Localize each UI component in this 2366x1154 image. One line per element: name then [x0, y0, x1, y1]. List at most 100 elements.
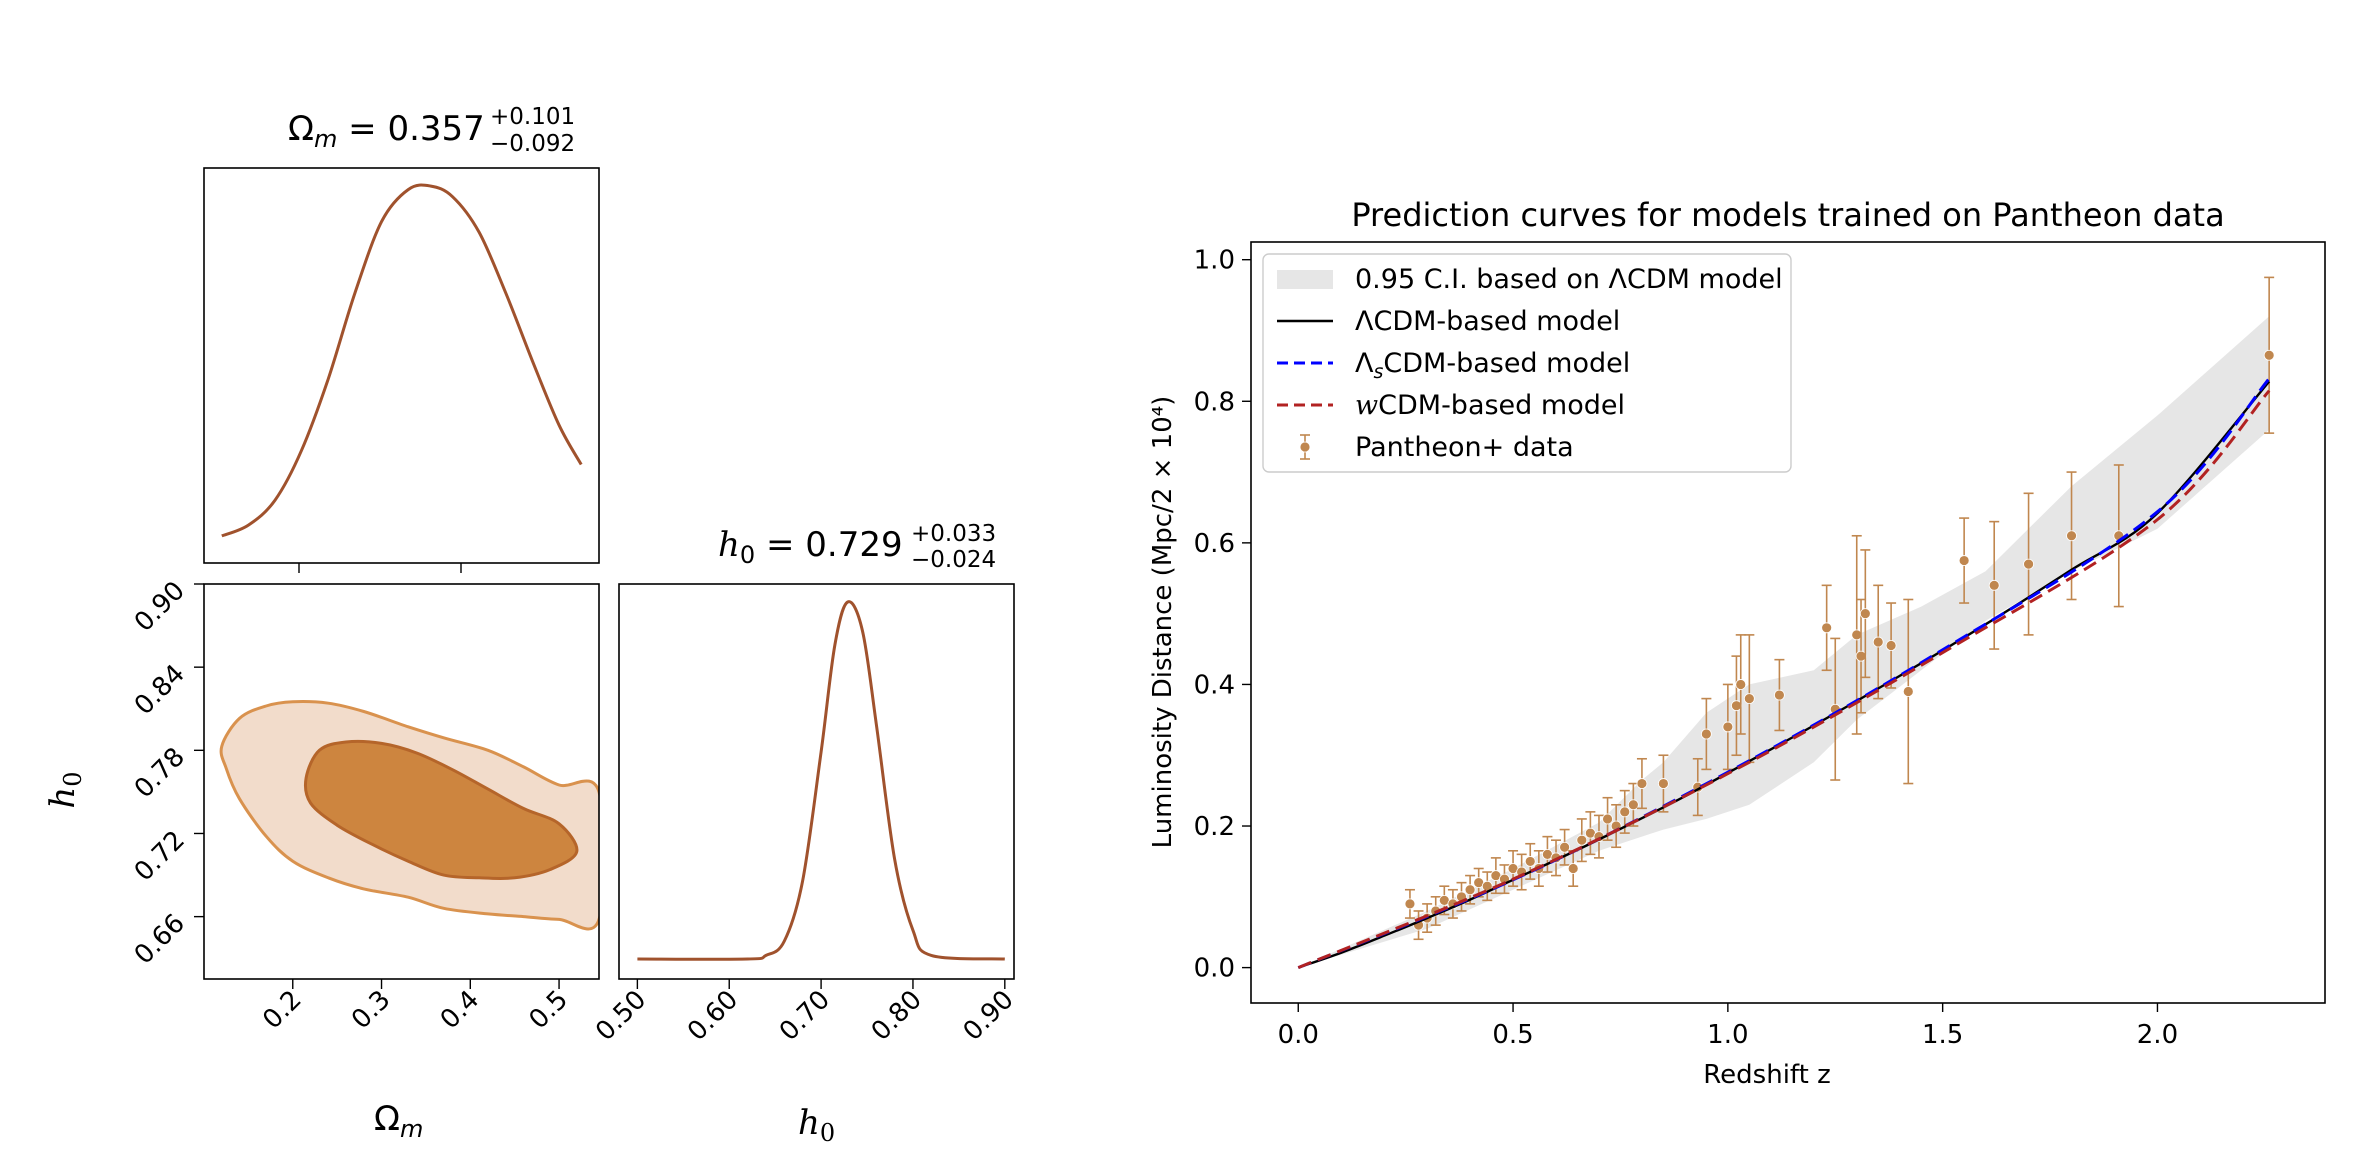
data-point — [1700, 697, 1712, 771]
legend-box — [1262, 253, 1792, 473]
h0-title-symbol: h — [718, 525, 740, 565]
legend-errorbar-swatch — [1299, 434, 1311, 460]
chart-title: Prediction curves for models trained on … — [1351, 196, 2224, 234]
data-point — [1499, 864, 1510, 895]
data-point — [1567, 849, 1579, 887]
omega-m-marginal-curve — [221, 183, 583, 538]
x-tick-label: 0.3 — [346, 985, 396, 1035]
omega-x-axis-label: Ωm — [374, 1099, 423, 1143]
data-point — [1821, 584, 1833, 672]
h0-x-subscript: 0 — [820, 1119, 835, 1147]
luminosity-distance-chart: Prediction curves for models trained on … — [1148, 196, 2326, 1090]
x-tick-label: 0.80 — [866, 985, 928, 1047]
omega-minus-error: −0.092 — [490, 131, 575, 157]
data-point — [2023, 492, 2034, 636]
model-curves — [1297, 377, 2271, 969]
legend-entry: Pantheon+ data — [1299, 432, 1574, 463]
y-tick-label: 0.72 — [129, 825, 191, 887]
legend-label: ΛCDM-based model — [1355, 306, 1620, 337]
data-point — [1658, 754, 1669, 813]
y-tick-label: 0.4 — [1194, 670, 1235, 700]
chart-legend: 0.95 C.I. based on ΛCDM model ΛCDM-based … — [1262, 253, 1792, 473]
data-point — [1627, 782, 1639, 827]
h0-y-symbol: h — [43, 787, 83, 809]
omega-m-marginal-panel: Ωm = 0.357 +0.101 −0.092 — [203, 104, 600, 573]
omega-x-subscript: m — [400, 1115, 423, 1143]
omega-subscript: m — [314, 125, 337, 153]
h0-x-axis-label: h0 — [798, 1103, 835, 1147]
x-tick-label: 0.0 — [1278, 1020, 1319, 1050]
x-axis-label: Redshift z — [1703, 1060, 1830, 1090]
y-axis-ticks: 0.0 0.2 0.4 0.6 0.8 1.0 — [1194, 246, 1251, 984]
x-tick-label: 0.5 — [1492, 1020, 1533, 1050]
data-point — [1859, 549, 1871, 679]
data-point — [1473, 867, 1485, 898]
pantheon-data-points — [1404, 276, 2275, 941]
legend-label: ΛsCDM-based model — [1355, 348, 1630, 383]
x-tick-label: 0.90 — [958, 985, 1020, 1047]
data-point — [1722, 683, 1734, 771]
omega-x-symbol: Ω — [374, 1099, 400, 1139]
h0-marginal-title: h0 = 0.729 — [718, 525, 903, 569]
y-tick-label: 0.0 — [1194, 954, 1235, 984]
data-point — [1902, 598, 1914, 785]
y-tick-label: 0.90 — [129, 576, 191, 638]
data-point — [1774, 658, 1785, 732]
y-tick-label: 0.8 — [1194, 387, 1235, 417]
y-tick-label: 0.2 — [1194, 812, 1235, 842]
omega-symbol: Ω — [288, 109, 314, 149]
y-axis-label: Luminosity Distance (Mpc/2 × 10⁴) — [1148, 396, 1178, 849]
data-point — [1404, 888, 1416, 919]
data-point — [1610, 803, 1622, 849]
x-tick-label: 0.2 — [257, 985, 307, 1035]
omega-x-axis-ticks: 0.2 0.3 0.4 0.5 — [257, 979, 574, 1035]
h0-y-axis-label: h0 — [43, 771, 87, 808]
legend-entry: ΛCDM-based model — [1277, 306, 1620, 337]
legend-label: 0.95 C.I. based on ΛCDM model — [1355, 264, 1783, 295]
data-point — [1559, 828, 1571, 866]
omega-plus-error: +0.101 — [490, 104, 575, 130]
data-point — [1735, 634, 1747, 735]
h0-title-value: = 0.729 — [755, 525, 902, 565]
legend-band-swatch — [1277, 270, 1333, 289]
x-tick-label: 0.4 — [435, 985, 485, 1035]
data-point — [1988, 520, 2000, 650]
h0-marginal-curve — [637, 600, 1005, 961]
y-tick-label: 1.0 — [1194, 246, 1235, 276]
joint-contour-panel: 0.66 0.72 0.78 0.84 0.90 0.2 0.3 0.4 0.5 Ωm h0 — [43, 576, 600, 1143]
data-point — [1872, 584, 1884, 700]
joint-contour-frame — [203, 583, 600, 980]
legend-entry: ΛsCDM-based model — [1277, 348, 1630, 383]
data-point — [1447, 888, 1459, 919]
x-tick-label: 0.60 — [682, 985, 744, 1047]
chart-plot-frame — [1250, 241, 2326, 1004]
omega-m-marginal-title: Ωm = 0.357 — [288, 109, 485, 153]
x-tick-label: 2.0 — [2137, 1020, 2178, 1050]
data-point — [1855, 598, 1867, 714]
h0-marginal-frame — [618, 583, 1015, 980]
h0-y-subscript: 0 — [59, 771, 87, 786]
x-tick-label: 1.0 — [1707, 1020, 1748, 1050]
omega-m-marginal-frame — [203, 167, 600, 564]
corner-plot: Ωm = 0.357 +0.101 −0.092 0.66 0.72 0.78 0.8… — [43, 104, 1020, 1147]
y-tick-label: 0.66 — [129, 908, 191, 970]
contour-inner-region — [303, 739, 579, 881]
data-point — [1542, 835, 1553, 873]
legend-label: Pantheon+ data — [1355, 432, 1574, 463]
omega-value: = 0.357 — [337, 109, 484, 149]
data-point — [1885, 602, 1897, 689]
legend-entry: wCDM-based model — [1277, 390, 1625, 421]
h0-minus-error: −0.024 — [911, 547, 996, 573]
data-point — [1743, 634, 1755, 764]
x-tick-label: 0.5 — [524, 985, 574, 1035]
y-tick-label: 0.84 — [129, 659, 191, 721]
legend-entry: 0.95 C.I. based on ΛCDM model — [1277, 264, 1783, 295]
h0-title-subscript: 0 — [740, 541, 755, 569]
y-tick-label: 0.78 — [129, 742, 191, 804]
y-tick-label: 0.6 — [1194, 529, 1235, 559]
h0-marginal-panel: 0.50 0.60 0.70 0.80 0.90 h0 = 0.729 +0.033 −… — [590, 521, 1020, 1147]
data-point — [2263, 276, 2275, 434]
h0-plus-error: +0.033 — [911, 521, 996, 547]
x-tick-label: 0.50 — [590, 985, 652, 1047]
